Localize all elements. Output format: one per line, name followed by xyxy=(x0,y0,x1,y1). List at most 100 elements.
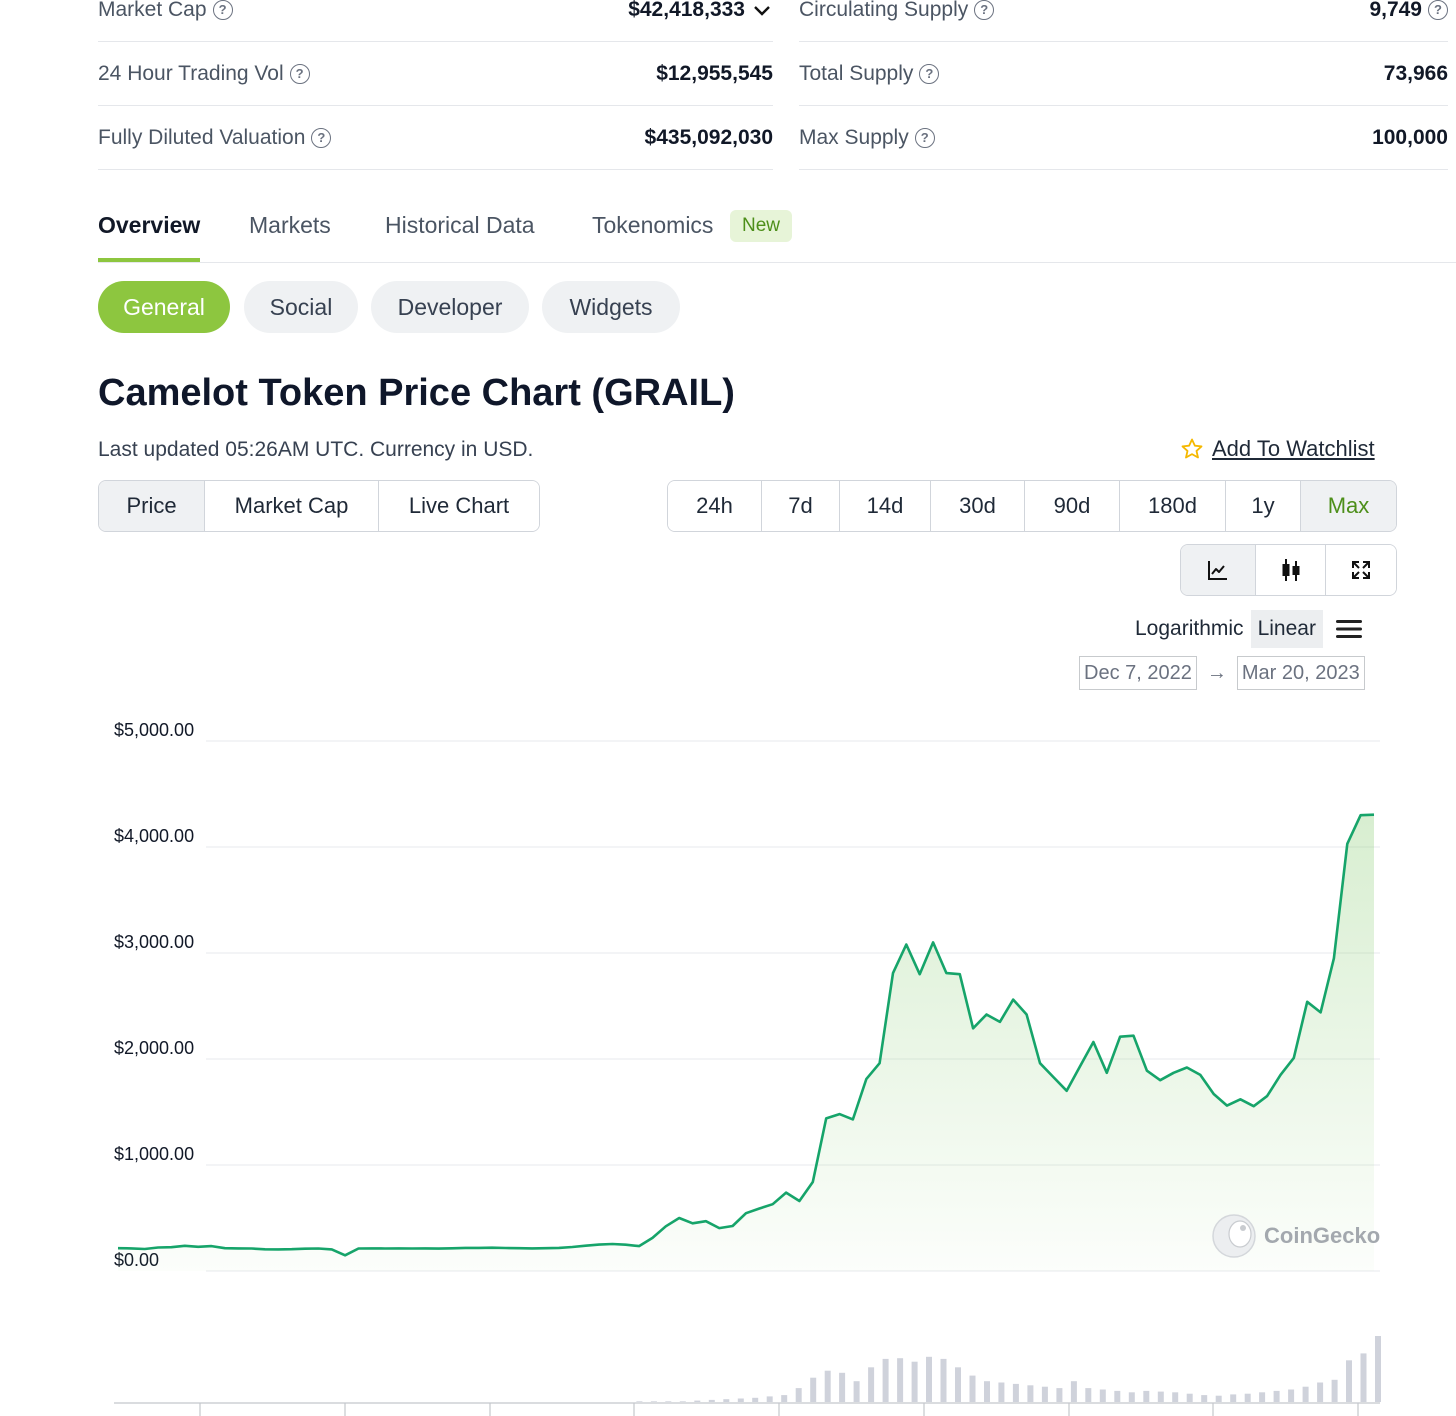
stat-value-text: 9,749 xyxy=(1369,0,1422,21)
volume-bar xyxy=(810,1377,817,1402)
volume-bar xyxy=(853,1381,860,1402)
help-icon[interactable]: ? xyxy=(1428,0,1448,20)
stat-value: $12,955,545 xyxy=(656,62,773,86)
volume-bar xyxy=(737,1398,744,1402)
price-area xyxy=(118,814,1374,1271)
range-1y-button[interactable]: 1y xyxy=(1226,481,1301,531)
volume-bar xyxy=(679,1401,686,1402)
stat-row: Market Cap? $42,418,333 xyxy=(98,0,773,42)
subtab-general[interactable]: General xyxy=(98,281,230,333)
volume-bar xyxy=(1288,1389,1295,1402)
volume-bar xyxy=(1244,1393,1251,1402)
arrow-icon: → xyxy=(1206,661,1227,684)
volume-bar xyxy=(1027,1385,1034,1402)
volume-bar xyxy=(882,1358,889,1402)
stat-label-text: Fully Diluted Valuation xyxy=(98,125,306,149)
date-from-input[interactable]: Dec 7, 2022 xyxy=(1079,656,1197,690)
stat-label: Fully Diluted Valuation? xyxy=(98,125,332,150)
range-90d-button[interactable]: 90d xyxy=(1025,481,1120,531)
range-max-button[interactable]: Max xyxy=(1301,481,1396,531)
stat-label: Total Supply? xyxy=(799,62,940,86)
volume-bar xyxy=(1157,1391,1164,1402)
volume-bar xyxy=(868,1367,875,1402)
volume-bar xyxy=(911,1361,918,1402)
live-chart-button[interactable]: Live Chart xyxy=(379,481,539,531)
volume-bar xyxy=(1186,1393,1193,1402)
menu-icon[interactable] xyxy=(1335,617,1363,641)
stat-row: Circulating Supply? 9,749? xyxy=(799,0,1448,42)
scale-options: Logarithmic Linear xyxy=(1128,610,1363,648)
watchlist-label: Add To Watchlist xyxy=(1212,436,1375,461)
volume-bar xyxy=(1114,1390,1121,1402)
linear-option[interactable]: Linear xyxy=(1250,610,1323,648)
stat-label-text: Max Supply xyxy=(799,125,909,149)
stat-value-text: $435,092,030 xyxy=(644,125,773,149)
volume-bar xyxy=(1056,1388,1063,1402)
add-to-watchlist-link[interactable]: Add To Watchlist xyxy=(1180,436,1375,462)
watermark-label: CoinGecko xyxy=(1264,1223,1380,1248)
help-icon[interactable]: ? xyxy=(311,127,332,148)
stat-row: Max Supply? 100,000 xyxy=(799,106,1448,170)
volume-bar xyxy=(940,1358,947,1402)
subtab-widgets[interactable]: Widgets xyxy=(542,281,680,333)
candlestick-icon[interactable] xyxy=(1256,545,1326,595)
volume-bar xyxy=(1360,1353,1367,1402)
stat-value: 73,966 xyxy=(1384,62,1448,86)
stat-value: 100,000 xyxy=(1372,126,1448,150)
volume-bar xyxy=(824,1370,831,1402)
stat-value: $42,418,333 xyxy=(628,0,773,22)
stat-label-text: Circulating Supply xyxy=(799,0,969,21)
volume-bar xyxy=(1143,1390,1150,1402)
expand-icon[interactable] xyxy=(1326,545,1396,595)
volume-bar xyxy=(1085,1388,1092,1402)
volume-bar xyxy=(1346,1360,1352,1402)
help-icon[interactable]: ? xyxy=(974,0,995,20)
tab-markets[interactable]: Markets xyxy=(249,212,331,238)
market-cap-button[interactable]: Market Cap xyxy=(205,481,379,531)
range-180d-button[interactable]: 180d xyxy=(1120,481,1226,531)
line-chart-icon[interactable] xyxy=(1181,545,1256,595)
stat-label-text: Market Cap xyxy=(98,0,207,21)
stat-value-text: $42,418,333 xyxy=(628,0,745,21)
date-to-input[interactable]: Mar 20, 2023 xyxy=(1236,656,1365,690)
stat-row: 24 Hour Trading Vol? $12,955,545 xyxy=(98,42,773,106)
volume-bar xyxy=(650,1401,657,1402)
range-30d-button[interactable]: 30d xyxy=(931,481,1025,531)
coingecko-watermark: CoinGecko xyxy=(1212,1214,1380,1258)
volume-bar xyxy=(752,1397,759,1402)
volume-bar xyxy=(1201,1395,1208,1402)
volume-bar xyxy=(1041,1386,1048,1402)
help-icon[interactable]: ? xyxy=(289,63,310,84)
subtab-developer[interactable]: Developer xyxy=(371,281,529,333)
range-14d-button[interactable]: 14d xyxy=(840,481,931,531)
help-icon[interactable]: ? xyxy=(914,127,935,148)
volume-bar xyxy=(1230,1394,1237,1402)
tab-tokenomics[interactable]: Tokenomics xyxy=(592,212,714,238)
chevron-down-icon[interactable] xyxy=(751,0,773,21)
help-icon[interactable]: ? xyxy=(919,63,940,84)
volume-bar xyxy=(781,1395,788,1402)
volume-bar xyxy=(1172,1392,1179,1402)
y-tick-label: $2,000.00 xyxy=(114,1038,195,1058)
main-tabs: Overview Markets Historical Data Tokenom… xyxy=(98,195,1456,263)
logarithmic-option[interactable]: Logarithmic xyxy=(1135,617,1244,640)
new-badge: New xyxy=(730,210,793,242)
y-tick-label: $1,000.00 xyxy=(114,1144,195,1164)
tab-overview[interactable]: Overview xyxy=(98,195,201,262)
stat-label: Market Cap? xyxy=(98,0,233,22)
stat-label: 24 Hour Trading Vol? xyxy=(98,62,310,86)
subtab-social[interactable]: Social xyxy=(244,281,358,333)
range-24h-button[interactable]: 24h xyxy=(668,481,762,531)
volume-bar xyxy=(1273,1390,1280,1402)
y-tick-label: $4,000.00 xyxy=(114,826,195,846)
help-icon[interactable]: ? xyxy=(212,0,233,20)
volume-bar xyxy=(1070,1381,1077,1402)
range-7d-button[interactable]: 7d xyxy=(762,481,840,531)
volume-bar xyxy=(1012,1383,1019,1402)
volume-bar xyxy=(665,1401,672,1402)
price-button[interactable]: Price xyxy=(99,481,205,531)
tab-historical-data[interactable]: Historical Data xyxy=(385,212,535,238)
volume-bar xyxy=(955,1367,961,1402)
volume-bar xyxy=(1215,1395,1222,1402)
volume-bar xyxy=(1128,1392,1135,1402)
